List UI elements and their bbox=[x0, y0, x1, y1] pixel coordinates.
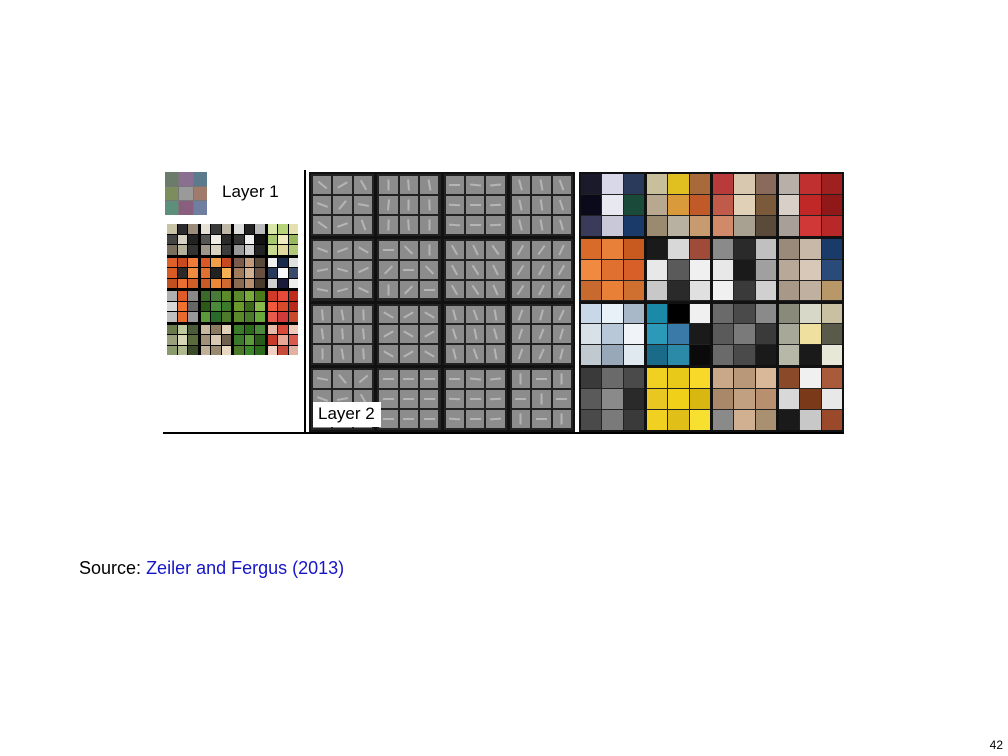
layer1-label: Layer 1 bbox=[222, 182, 279, 201]
page-number: 42 bbox=[989, 738, 1003, 752]
layer2-filter-grid bbox=[309, 172, 575, 432]
layer2-patches bbox=[579, 172, 844, 432]
visualization-figure: Layer 1 Layer 2 bbox=[163, 170, 844, 436]
layer2-label: Layer 2 bbox=[313, 402, 381, 427]
citation-link[interactable]: Zeiler and Fergus (2013) bbox=[146, 558, 345, 578]
figure-divider bbox=[304, 170, 306, 432]
layer1-patches bbox=[167, 224, 298, 355]
figure-baseline bbox=[163, 432, 844, 434]
layer1-filter-grid bbox=[165, 172, 207, 215]
source-prefix: Source: bbox=[79, 558, 142, 578]
source-citation: Source: Zeiler and Fergus (2013) bbox=[79, 558, 344, 579]
